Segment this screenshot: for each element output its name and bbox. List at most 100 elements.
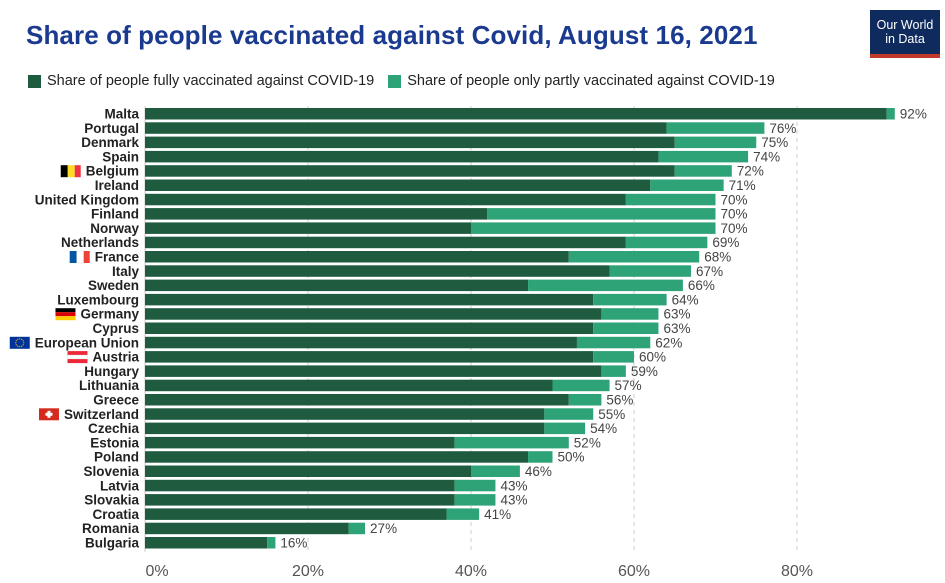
category-label-czechia: Czechia — [88, 421, 140, 436]
bar-full-denmark[interactable] — [145, 136, 675, 149]
value-label-austria: 60% — [639, 350, 666, 365]
value-labels: 92%76%75%74%72%71%70%70%70%69%68%67%66%6… — [280, 107, 926, 551]
bar-partial-austria[interactable] — [593, 351, 634, 363]
bar-full-switzerland[interactable] — [145, 408, 545, 420]
value-label-romania: 27% — [370, 521, 397, 536]
value-label-sweden: 66% — [688, 278, 715, 293]
bar-partial-latvia[interactable] — [454, 479, 496, 492]
legend-item-partial[interactable]: Share of people only partly vaccinated a… — [388, 73, 775, 89]
bar-full-france[interactable] — [145, 251, 569, 263]
legend-label-full: Share of people fully vaccinated against… — [47, 73, 375, 89]
bar-partial-germany[interactable] — [601, 308, 659, 320]
owid-logo[interactable]: Our World in Data — [870, 10, 940, 58]
bar-full-finland[interactable] — [145, 208, 488, 220]
bar-partial-belgium[interactable] — [674, 165, 732, 177]
category-label-italy: Italy — [112, 264, 140, 279]
bar-partial-portugal[interactable] — [666, 122, 765, 134]
bar-partial-greece[interactable] — [568, 394, 602, 406]
value-label-germany: 63% — [663, 307, 690, 322]
bar-full-latvia[interactable] — [145, 479, 455, 492]
bar-partial-croatia[interactable] — [446, 508, 480, 520]
bar-partial-sweden[interactable] — [528, 279, 683, 292]
x-tick-label: 80% — [781, 563, 813, 580]
bar-partial-cyprus[interactable] — [593, 322, 659, 335]
bar-full-hungary[interactable] — [145, 365, 602, 377]
bar-partial-czechia[interactable] — [544, 422, 586, 435]
x-tick-label: 40% — [455, 563, 487, 580]
bar-partial-estonia[interactable] — [454, 436, 569, 449]
bar-full-croatia[interactable] — [145, 508, 447, 520]
category-label-slovakia: Slovakia — [84, 493, 139, 508]
bar-partial-romania[interactable] — [348, 522, 366, 535]
bar-partial-lithuania[interactable] — [552, 379, 610, 392]
value-label-european-union: 62% — [655, 335, 682, 350]
bar-full-netherlands[interactable] — [145, 236, 626, 249]
bar-partial-malta[interactable] — [886, 108, 895, 120]
value-label-spain: 74% — [753, 149, 780, 164]
category-label-austria: Austria — [92, 350, 139, 365]
bar-partial-finland[interactable] — [487, 208, 716, 220]
bar-full-european-union[interactable] — [145, 336, 577, 349]
bar-full-italy[interactable] — [145, 265, 610, 277]
category-label-poland: Poland — [94, 450, 139, 465]
bar-partial-france[interactable] — [568, 251, 700, 263]
x-tick-label: 60% — [618, 563, 650, 580]
bar-partial-poland[interactable] — [528, 451, 553, 463]
bar-full-czechia[interactable] — [145, 422, 545, 435]
bar-full-sweden[interactable] — [145, 279, 529, 292]
bar-full-slovakia[interactable] — [145, 494, 455, 506]
bar-full-luxembourg[interactable] — [145, 293, 594, 306]
bar-partial-united-kingdom[interactable] — [625, 193, 716, 206]
bar-full-belgium[interactable] — [145, 165, 675, 177]
category-label-netherlands: Netherlands — [61, 235, 139, 250]
bar-full-malta[interactable] — [145, 108, 887, 120]
category-label-sweden: Sweden — [88, 278, 139, 293]
category-label-european-union: European Union — [35, 335, 139, 350]
category-label-hungary: Hungary — [84, 364, 139, 379]
x-axis-ticks: 0% 20% 40% 60% 80% — [145, 563, 813, 580]
category-label-spain: Spain — [102, 149, 139, 164]
value-label-bulgaria: 16% — [280, 536, 307, 551]
bar-partial-norway[interactable] — [471, 222, 716, 234]
bar-full-ireland[interactable] — [145, 179, 651, 192]
bar-partial-denmark[interactable] — [674, 136, 757, 149]
bar-full-slovenia[interactable] — [145, 465, 471, 478]
category-label-cyprus: Cyprus — [92, 321, 139, 336]
bar-partial-luxembourg[interactable] — [593, 293, 667, 306]
category-label-germany: Germany — [80, 307, 139, 322]
bar-full-bulgaria[interactable] — [145, 537, 268, 549]
value-label-finland: 70% — [721, 207, 748, 222]
value-label-switzerland: 55% — [598, 407, 625, 422]
switzerland-flag-icon — [38, 408, 59, 421]
bar-partial-slovenia[interactable] — [471, 465, 520, 478]
bar-full-lithuania[interactable] — [145, 379, 553, 392]
bar-full-united-kingdom[interactable] — [145, 193, 626, 206]
bar-full-spain[interactable] — [145, 150, 659, 163]
bar-full-portugal[interactable] — [145, 122, 667, 134]
bar-full-norway[interactable] — [145, 222, 471, 234]
bar-full-romania[interactable] — [145, 522, 349, 535]
value-label-hungary: 59% — [631, 364, 658, 379]
bar-partial-ireland[interactable] — [650, 179, 724, 192]
category-label-united-kingdom: United Kingdom — [35, 192, 139, 207]
bar-partial-italy[interactable] — [609, 265, 692, 277]
category-label-norway: Norway — [90, 221, 139, 236]
bar-full-estonia[interactable] — [145, 436, 455, 449]
bar-full-germany[interactable] — [145, 308, 602, 320]
bar-partial-netherlands[interactable] — [625, 236, 708, 249]
bar-partial-bulgaria[interactable] — [267, 537, 276, 549]
value-label-lithuania: 57% — [615, 378, 642, 393]
bar-full-austria[interactable] — [145, 351, 594, 363]
bar-partial-hungary[interactable] — [601, 365, 626, 377]
bar-full-greece[interactable] — [145, 394, 569, 406]
bar-partial-slovakia[interactable] — [454, 494, 496, 506]
bar-partial-switzerland[interactable] — [544, 408, 594, 420]
bar-full-cyprus[interactable] — [145, 322, 594, 335]
value-label-poland: 50% — [558, 450, 585, 465]
bar-partial-european-union[interactable] — [576, 336, 651, 349]
bar-full-poland[interactable] — [145, 451, 529, 463]
legend-item-full[interactable]: Share of people fully vaccinated against… — [28, 73, 374, 89]
bar-partial-spain[interactable] — [658, 150, 749, 163]
value-label-netherlands: 69% — [712, 235, 739, 250]
